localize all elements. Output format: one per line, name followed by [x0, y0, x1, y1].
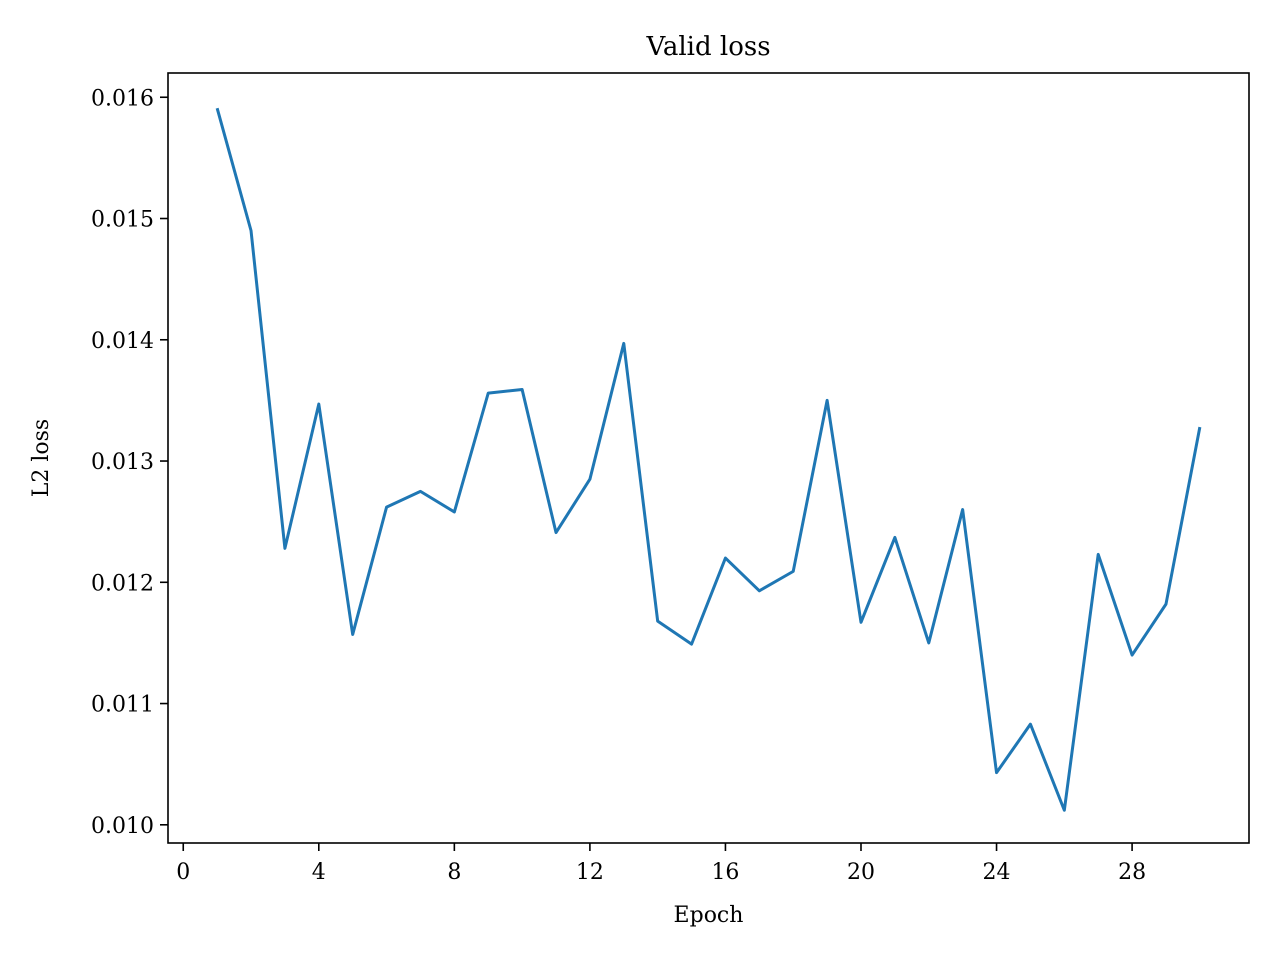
- x-tick-label: 16: [711, 860, 739, 885]
- chart-title: Valid loss: [645, 32, 770, 62]
- y-axis-label: L2 loss: [29, 419, 54, 497]
- plot-area-frame: [167, 72, 1250, 844]
- y-tick-label: 0.013: [91, 450, 154, 475]
- x-tick-label: 24: [983, 860, 1011, 885]
- x-tick-label: 28: [1118, 860, 1146, 885]
- y-tick-label: 0.011: [91, 693, 154, 718]
- x-tick-label: 8: [447, 860, 461, 885]
- y-tick-label: 0.014: [91, 329, 154, 354]
- y-tick-label: 0.012: [91, 571, 154, 596]
- y-tick-label: 0.010: [91, 814, 154, 839]
- x-axis-ticks: 0 4 8 12 16 20 24 28: [176, 843, 1146, 885]
- x-tick-label: 12: [576, 860, 604, 885]
- x-axis-label: Epoch: [674, 903, 744, 928]
- x-tick-label: 0: [176, 860, 190, 885]
- x-tick-label: 20: [847, 860, 875, 885]
- x-tick-label: 4: [312, 860, 326, 885]
- y-axis-ticks: 0.010 0.011 0.012 0.013 0.014 0.015 0.016: [91, 86, 168, 839]
- y-tick-label: 0.016: [91, 86, 154, 111]
- y-tick-label: 0.015: [91, 208, 154, 233]
- series-line: [215, 107, 1202, 812]
